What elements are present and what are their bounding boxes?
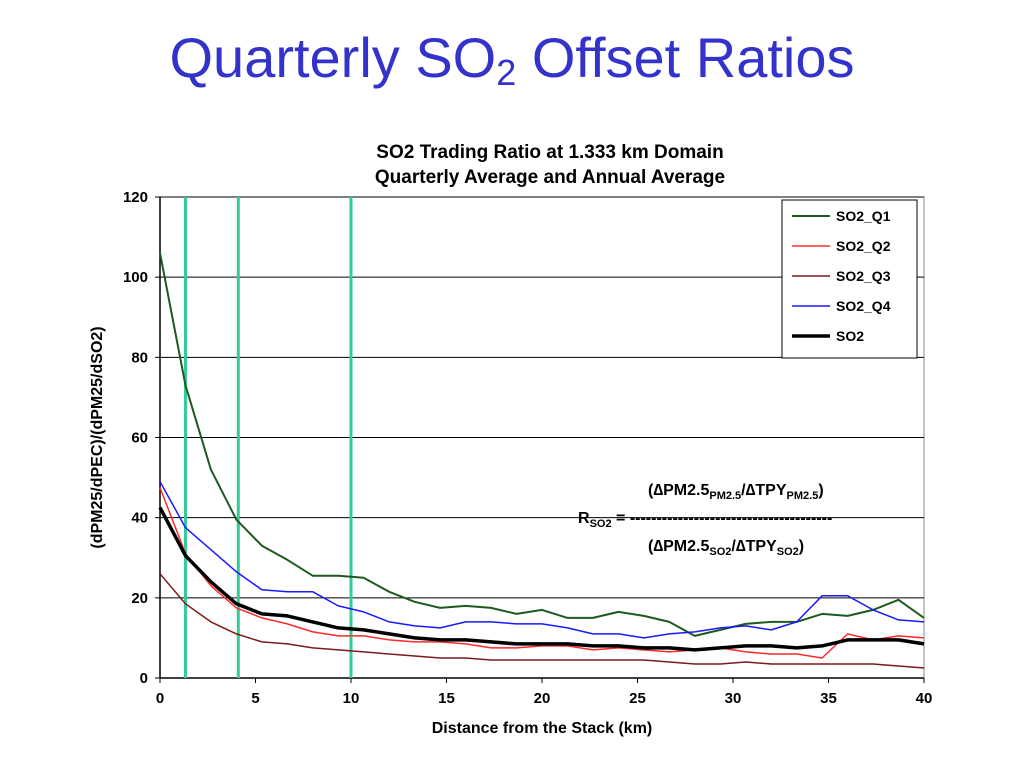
x-tick-label: 35 <box>820 690 837 707</box>
x-tick-label: 40 <box>916 690 933 707</box>
y-tick-label: 80 <box>131 349 148 366</box>
x-tick-label: 0 <box>156 690 164 707</box>
denominator-sub2: SO2 <box>776 546 799 559</box>
y-tick-label: 0 <box>140 670 148 687</box>
formula-numerator: (∆PM2.5PM2.5/∆TPYPM2.5) <box>648 482 824 502</box>
chart-title-block: SO2 Trading Ratio at 1.333 km Domain Qua… <box>290 140 810 190</box>
numerator-close: ) <box>818 482 824 499</box>
chart-title: SO2 Trading Ratio at 1.333 km Domain <box>376 142 724 163</box>
denominator-open: (∆PM2.5 <box>648 538 710 555</box>
y-axis-label: (dPM25/dPEC)/(dPM25/dSO2) <box>89 326 106 548</box>
formula-lhs: RSO2 = ---------------------------------… <box>578 510 832 530</box>
title-rest-text: Offset Ratios <box>516 26 855 89</box>
numerator-sub1: PM2.5 <box>709 490 742 503</box>
legend-label: SO2_Q4 <box>836 298 891 314</box>
y-tick-label: 120 <box>123 189 148 206</box>
legend-label: SO2_Q1 <box>836 208 891 224</box>
formula-equals: = <box>611 510 630 527</box>
legend-box <box>781 199 918 359</box>
series-line-so2-q4 <box>159 481 925 639</box>
slide-title: Quarterly SO2 Offset Ratios <box>0 30 1024 91</box>
legend-label: SO2_Q2 <box>836 238 891 254</box>
formula-r-sub: SO2 <box>589 518 612 531</box>
numerator-sub2: PM2.5 <box>786 490 819 503</box>
x-axis-label: Distance from the Stack (km) <box>432 720 653 737</box>
formula-denominator: (∆PM2.5SO2/∆TPYSO2) <box>648 538 804 558</box>
numerator-open: (∆PM2.5 <box>648 482 710 499</box>
chart-subtitle: Quarterly Average and Annual Average <box>374 167 726 188</box>
x-tick-label: 30 <box>725 690 742 707</box>
y-tick-label: 60 <box>131 430 148 447</box>
x-tick-label: 20 <box>534 690 551 707</box>
denominator-sub1: SO2 <box>709 546 732 559</box>
y-tick-label: 20 <box>131 590 148 607</box>
series-line-so2-q3 <box>159 573 925 669</box>
numerator-mid: /∆TPY <box>741 482 787 499</box>
title-subscript: 2 <box>496 52 517 93</box>
y-tick-label: 40 <box>131 510 148 527</box>
y-tick-label: 100 <box>123 269 148 286</box>
x-tick-label: 10 <box>343 690 360 707</box>
legend-label: SO2_Q3 <box>836 268 891 284</box>
denominator-close: ) <box>798 538 805 555</box>
series-line-so2 <box>158 506 925 652</box>
denominator-mid: /∆TPY <box>731 538 777 555</box>
legend-label: SO2 <box>836 328 864 344</box>
x-tick-label: 15 <box>438 690 455 707</box>
title-main-text: Quarterly SO <box>169 26 497 89</box>
x-tick-label: 5 <box>251 690 259 707</box>
series-line-so2-q2 <box>159 487 925 659</box>
x-tick-label: 25 <box>629 690 646 707</box>
formula-fraction-bar: -------------------------------------- <box>629 510 833 527</box>
formula-r: R <box>578 510 590 527</box>
